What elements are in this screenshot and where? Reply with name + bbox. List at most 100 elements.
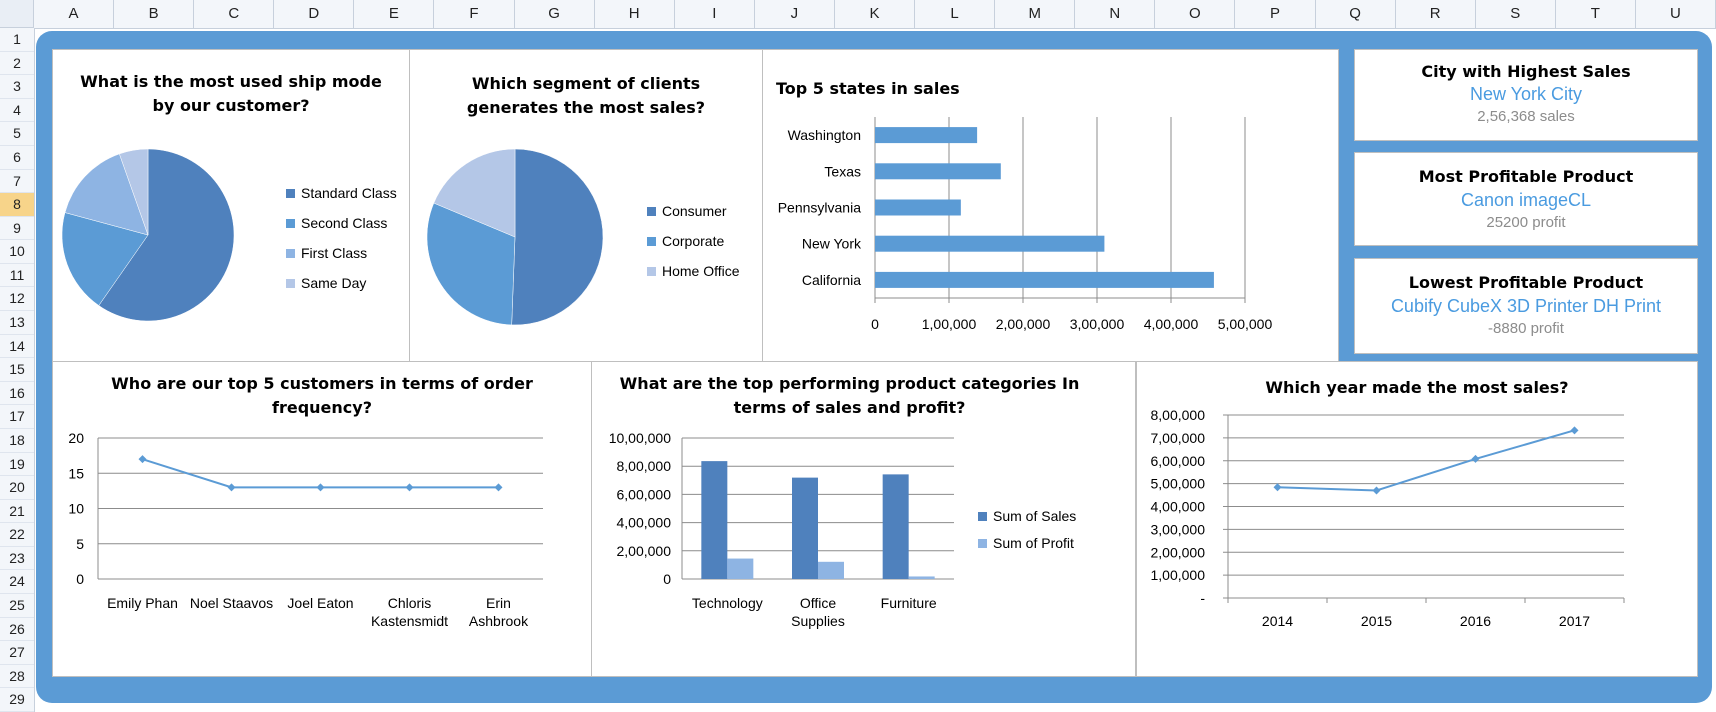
y-tick-label: 20 [68,430,84,446]
x-category-label: Furniture [881,595,937,611]
years-panel[interactable]: Which year made the most sales? - 1,00,00… [1136,361,1698,677]
legend-label: Home Office [662,263,740,279]
column-header-P[interactable]: P [1235,0,1316,28]
y-tick-label: 10 [68,501,84,517]
row-header-13[interactable]: 13 [0,311,34,335]
bar [792,477,818,579]
bar [875,235,1105,252]
row-header-18[interactable]: 18 [0,429,34,453]
row-header-8[interactable]: 8 [0,193,34,217]
column-header-I[interactable]: I [675,0,755,28]
kpi-value: Cubify CubeX 3D Printer DH Print [1390,296,1662,316]
segment-panel[interactable]: Which segment of clients generates the m… [409,49,763,362]
pie-slice [64,153,149,236]
legend-swatch [978,512,987,521]
column-header-T[interactable]: T [1556,0,1636,28]
row-header-28[interactable]: 28 [0,665,34,689]
y-category-label: New York [802,236,862,252]
row-header-21[interactable]: 21 [0,500,34,524]
legend-swatch [647,206,656,216]
x-tick-label: 2,00,000 [996,316,1051,332]
pie-slice [426,202,516,326]
row-header-10[interactable]: 10 [0,240,34,264]
segment-legend: Consumer Corporate Home Office [647,196,740,286]
pie-slice [433,148,516,238]
column-header-F[interactable]: F [434,0,515,28]
column-header-M[interactable]: M [995,0,1076,28]
categories-title-line1: What are the top performing product cate… [619,374,1080,393]
y-category-label: Texas [824,163,861,179]
row-header-1[interactable]: 1 [0,28,34,52]
row-header-25[interactable]: 25 [0,594,34,618]
row-header-5[interactable]: 5 [0,122,34,146]
y-tick-label: 15 [68,465,84,481]
column-header-S[interactable]: S [1476,0,1556,28]
row-header-29[interactable]: 29 [0,688,34,712]
kpi-sub: 25200 profit [1486,214,1566,231]
row-header-2[interactable]: 2 [0,52,34,76]
column-header-B[interactable]: B [114,0,195,28]
row-header-27[interactable]: 27 [0,641,34,665]
column-header-R[interactable]: R [1396,0,1476,28]
bar [875,163,1001,180]
row-header-6[interactable]: 6 [0,146,34,170]
kpi-card-highest-sales-city[interactable]: City with Highest Sales New York City 2,… [1354,49,1698,141]
customers-title-line1: Who are our top 5 customers in terms of … [111,374,533,393]
states-bar-chart: 0 1,00,000 2,00,000 3,00,000 4,00,000 5,00,00… [778,117,1272,332]
column-header-J[interactable]: J [755,0,835,28]
row-header-17[interactable]: 17 [0,405,34,429]
legend-item: Corporate [647,226,740,256]
column-header-N[interactable]: N [1075,0,1156,28]
column-header-L[interactable]: L [915,0,996,28]
legend-label: Second Class [301,215,388,231]
row-header-11[interactable]: 11 [0,264,34,288]
row-header-4[interactable]: 4 [0,99,34,123]
column-header-Q[interactable]: Q [1316,0,1396,28]
column-header-U[interactable]: U [1636,0,1716,28]
column-header-C[interactable]: C [194,0,275,28]
row-header-16[interactable]: 16 [0,382,34,406]
column-header-D[interactable]: D [274,0,355,28]
kpi-card-lowest-profitable-product[interactable]: Lowest Profitable Product Cubify CubeX 3… [1354,258,1698,354]
column-header-A[interactable]: A [34,0,115,28]
legend-swatch [978,539,987,548]
column-header-O[interactable]: O [1155,0,1236,28]
customers-title-line2: frequency? [272,398,372,417]
column-header-G[interactable]: G [515,0,595,28]
x-category-label: Supplies [791,613,845,629]
x-category-label: Chloris [388,595,432,611]
legend-item: Standard Class [286,178,397,208]
kpi-title: Most Profitable Product [1418,167,1634,186]
row-header-24[interactable]: 24 [0,570,34,595]
row-header-15[interactable]: 15 [0,358,34,382]
column-header-E[interactable]: E [354,0,435,28]
customers-line-chart: 0 5 10 15 20 Emily Phan Noel Staavos Joel Eaton… [68,430,543,629]
select-all-corner[interactable] [0,0,34,28]
x-category-label: Erin [486,595,511,611]
kpi-card-most-profitable-product[interactable]: Most Profitable Product Canon imageCL 25… [1354,152,1698,246]
y-tick-label: 2,00,000 [1151,544,1206,560]
row-header-23[interactable]: 23 [0,547,34,571]
x-tick-label: 3,00,000 [1070,316,1125,332]
column-header-H[interactable]: H [595,0,675,28]
ship-mode-panel[interactable]: What is the most used ship mode by our c… [52,49,410,362]
x-category-label: Emily Phan [107,595,178,611]
bar [875,271,1214,288]
pie-slice [61,212,149,306]
legend-item: Second Class [286,208,397,238]
row-header-9[interactable]: 9 [0,217,34,241]
row-header-26[interactable]: 26 [0,618,34,642]
customers-panel[interactable]: Who are our top 5 customers in terms of … [52,361,592,677]
categories-panel[interactable]: What are the top performing product cate… [591,361,1136,677]
row-header-12[interactable]: 12 [0,287,34,312]
row-header-20[interactable]: 20 [0,476,34,500]
column-header-K[interactable]: K [835,0,916,28]
row-header-22[interactable]: 22 [0,523,34,547]
states-panel[interactable]: Top 5 states in sales 0 1,00,000 2,00,000 3… [762,49,1339,362]
row-header-19[interactable]: 19 [0,453,34,477]
row-header-14[interactable]: 14 [0,335,34,359]
legend-swatch [286,218,295,228]
y-tick-label: 1,00,000 [1151,567,1206,583]
row-header-3[interactable]: 3 [0,75,34,99]
row-header-7[interactable]: 7 [0,170,34,194]
